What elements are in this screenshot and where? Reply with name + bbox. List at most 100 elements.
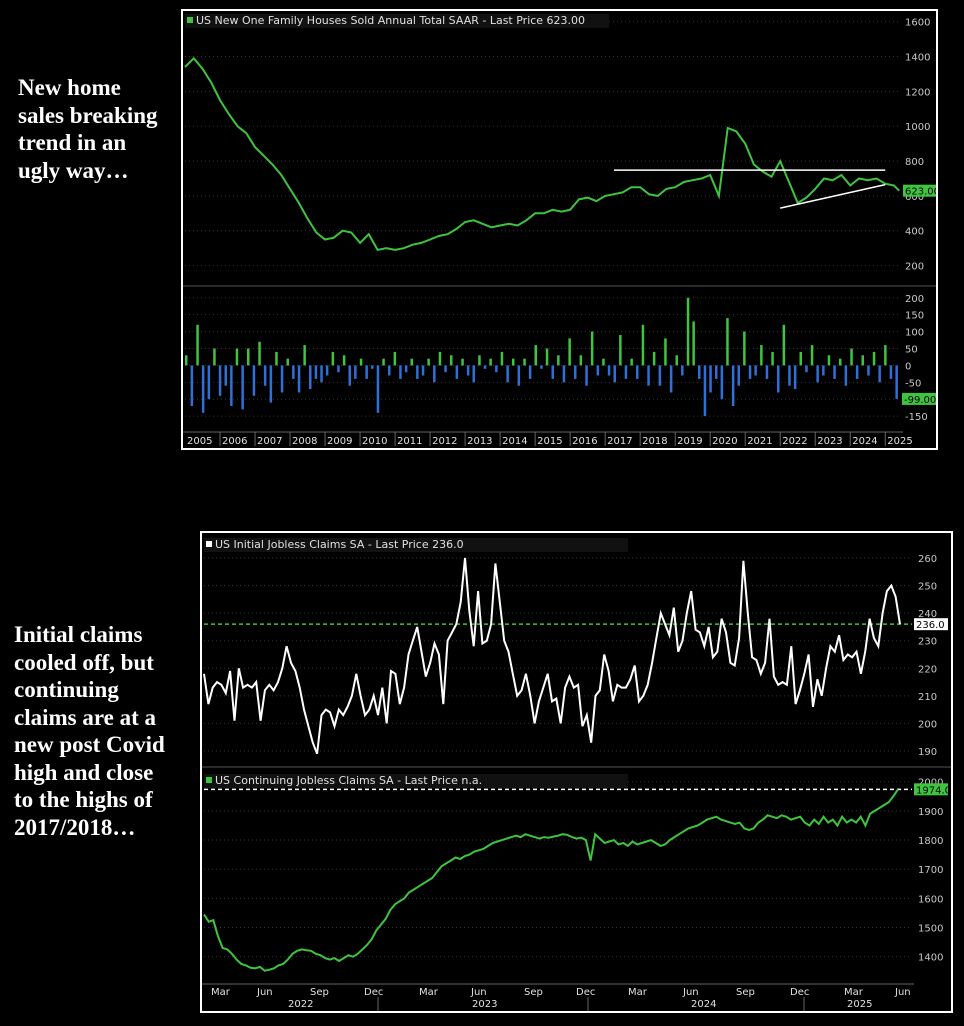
monthly-change-bar: [421, 365, 425, 376]
monthly-change-bar: [596, 365, 600, 376]
claims-x-month-label: Sep: [524, 987, 543, 998]
monthly-change-bar: [218, 365, 222, 396]
home-sales-x-tick-label: 2017: [607, 436, 632, 447]
monthly-change-bar: [602, 358, 605, 366]
monthly-change-bar: [658, 365, 662, 386]
monthly-change-bar: [450, 355, 453, 366]
monthly-change-bar: [709, 365, 712, 393]
monthly-change-bar: [399, 365, 402, 379]
monthly-change-bar: [382, 358, 385, 366]
claims-x-month-label: Dec: [364, 987, 383, 998]
initial-claims-y-tick-label: 190: [918, 747, 937, 758]
claims-x-year-label: 2025: [847, 999, 872, 1010]
home-sales-y-tick-label: 200: [905, 262, 924, 273]
home-sales-x-tick-label: 2013: [467, 436, 492, 447]
monthly-change-bar: [404, 365, 408, 373]
home-sales-x-tick-label: 2008: [292, 436, 317, 447]
monthly-change-bar: [371, 365, 374, 369]
claims-x-month-label: Dec: [790, 987, 809, 998]
initial-claims-legend-bg: [204, 538, 628, 552]
continuing-claims-last-price-tag-bg: [914, 783, 948, 796]
monthly-change-bar: [297, 365, 301, 393]
monthly-change-bar: [506, 365, 509, 383]
home-sales-y-tick-label: 800: [905, 157, 924, 168]
monthly-change-bar: [207, 365, 211, 400]
monthly-change-bar: [698, 365, 701, 379]
monthly-change-last-tag-bg: [902, 392, 936, 405]
initial-claims-last-price-tag-bg: [914, 618, 948, 631]
monthly-change-bar: [303, 345, 306, 366]
monthly-change-bar: [376, 365, 380, 413]
claims-x-month-label: Jun: [682, 987, 699, 998]
monthly-change-bar: [562, 365, 566, 383]
initial-claims-y-tick-label: 210: [918, 692, 937, 703]
monthly-change-bar: [619, 335, 622, 366]
monthly-change-bar: [816, 365, 819, 383]
monthly-change-bar: [889, 365, 893, 379]
home-sales-x-tick-label: 2020: [712, 436, 737, 447]
monthly-change-bar: [359, 358, 363, 366]
monthly-change-bar: [224, 365, 227, 386]
home-sales-y-tick-label: 1200: [905, 87, 930, 98]
home-sales-series-line: [184, 56, 900, 252]
monthly-change-y-tick-label: 200: [905, 294, 924, 305]
home-sales-x-tick-label: 2023: [817, 436, 842, 447]
home-sales-x-tick-label: 2025: [887, 436, 912, 447]
monthly-change-bar: [760, 345, 763, 366]
jobless-claims-chart-frame: 260 250 240 230 220 210 200 190 236.0 US Initial …: [200, 531, 953, 1013]
monthly-change-bar: [196, 324, 199, 366]
monthly-change-bar: [500, 351, 504, 366]
monthly-change-bar: [822, 365, 825, 376]
monthly-change-bar: [861, 355, 864, 366]
monthly-change-bar: [748, 365, 752, 379]
monthly-change-bar: [850, 348, 853, 366]
monthly-change-bar: [478, 355, 481, 366]
continuing-claims-legend-marker: [206, 777, 212, 783]
continuing-claims-y-tick-label: 1400: [918, 953, 943, 964]
initial-claims-y-tick-label: 230: [918, 637, 937, 648]
monthly-change-bar: [410, 358, 413, 366]
monthly-change-bar: [765, 365, 769, 379]
home-sales-x-tick-label: 2015: [537, 436, 562, 447]
home-sales-y-tick-label: 1400: [905, 53, 930, 64]
monthly-change-bar: [528, 365, 532, 379]
monthly-change-bar: [692, 321, 695, 366]
monthly-change-bar: [652, 351, 656, 366]
monthly-change-bar: [720, 365, 724, 400]
monthly-change-last-tag: -99.00: [904, 395, 936, 406]
monthly-change-bar: [568, 338, 571, 366]
continuing-claims-y-tick-label: 1900: [918, 807, 943, 818]
monthly-change-bar: [613, 365, 616, 383]
continuing-claims-y-tick-label: 1500: [918, 924, 943, 935]
monthly-change-bar: [703, 365, 707, 417]
monthly-change-bar: [185, 355, 188, 366]
home-sales-y-tick-label: 1000: [905, 122, 930, 133]
initial-claims-y-tick-label: 240: [918, 609, 937, 620]
monthly-change-bar: [275, 351, 278, 366]
home-sales-y-tick-label: 1600: [905, 18, 930, 29]
monthly-change-bar: [726, 318, 729, 366]
initial-claims-y-tick-label: 250: [918, 582, 937, 593]
monthly-change-bar: [686, 297, 690, 366]
claims-x-month-label: Dec: [576, 987, 595, 998]
monthly-change-bar: [190, 365, 194, 406]
home-sales-x-tick-label: 2009: [327, 436, 352, 447]
monthly-change-bar: [799, 351, 802, 366]
monthly-change-bar: [636, 365, 639, 379]
home-sales-legend-bg: [185, 14, 609, 28]
initial-claims-series-line: [203, 557, 901, 755]
claims-x-month-label: Jun: [470, 987, 487, 998]
claims-x-year-label: 2024: [691, 999, 716, 1010]
monthly-change-bar: [314, 365, 318, 379]
home-sales-x-tick-label: 2018: [642, 436, 667, 447]
monthly-change-bar: [393, 351, 397, 366]
claims-x-month-label: Mar: [419, 987, 439, 998]
monthly-change-y-tick-label: 50: [905, 345, 918, 356]
monthly-change-bar: [286, 358, 289, 366]
monthly-change-bar: [574, 365, 577, 379]
monthly-change-bar: [590, 331, 594, 366]
home-sales-legend-marker: [187, 17, 193, 23]
home-sales-x-tick-label: 2024: [852, 436, 877, 447]
